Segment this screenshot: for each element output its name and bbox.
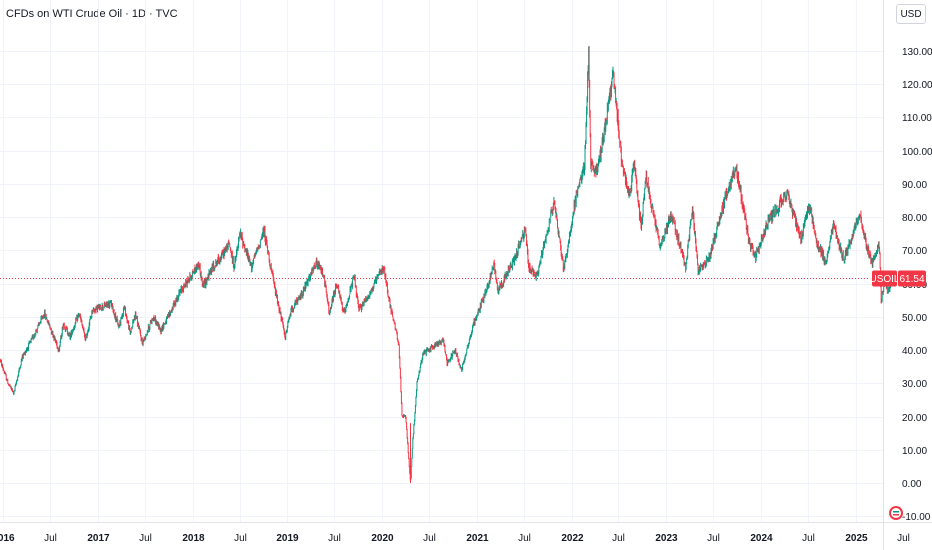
price-axis-tick: 120.00: [902, 80, 932, 91]
price-axis-tick: 20.00: [902, 413, 927, 424]
time-axis-tick: 2017: [87, 533, 110, 544]
time-axis-tick: Jul: [612, 533, 625, 544]
time-axis-tick: Jul: [139, 533, 152, 544]
time-axis-tick: 2018: [182, 533, 205, 544]
currency-button[interactable]: USD: [896, 4, 926, 24]
price-axis-tick: 0.00: [902, 479, 922, 490]
time-axis-tick: Jul: [234, 533, 247, 544]
price-axis-tick: 30.00: [902, 379, 927, 390]
price-axis-tick: 50.00: [902, 313, 927, 324]
time-axis[interactable]: 2016 Jul 2017 Jul 2018 Jul 2019 Jul 2020 Jul 2021 J…: [0, 533, 910, 544]
time-axis-tick: 2020: [371, 533, 394, 544]
price-axis-tick: 80.00: [902, 213, 927, 224]
price-axis-tick: 10.00: [902, 446, 927, 457]
time-axis-tick: 2025: [845, 533, 868, 544]
price-axis[interactable]: -10.000.0010.0020.0030.0040.0050.0060.00…: [902, 47, 932, 523]
price-axis-tick: 100.00: [902, 147, 932, 158]
price-axis-tick: 90.00: [902, 180, 927, 191]
symbol-tag-bg: [872, 270, 897, 287]
price-axis-tick: -10.00: [902, 512, 931, 523]
price-axis-tick: 130.00: [902, 47, 932, 58]
chart-title: CFDs on WTI Crude Oil · 1D · TVC: [6, 8, 178, 20]
time-axis-tick: Jul: [423, 533, 436, 544]
price-tag-value: 61.54: [899, 274, 924, 285]
price-axis-tick: 40.00: [902, 346, 927, 357]
last-price-tag: USOIL 61.54: [869, 270, 926, 287]
time-axis-tick: 2016: [0, 533, 15, 544]
time-axis-tick: 2021: [466, 533, 489, 544]
time-axis-tick: 2019: [276, 533, 299, 544]
symbol-tag-label: USOIL: [869, 274, 899, 285]
candles: [0, 46, 893, 483]
price-tag-bg: [898, 270, 926, 287]
time-axis-tick: 2024: [750, 533, 773, 544]
time-axis-tick: Jul: [897, 533, 910, 544]
price-axis-tick: 70.00: [902, 246, 927, 257]
tradingview-logo-icon[interactable]: [889, 506, 903, 520]
price-axis-tick: 110.00: [902, 113, 932, 124]
time-axis-tick: Jul: [802, 533, 815, 544]
time-axis-tick: 2023: [655, 533, 678, 544]
time-axis-tick: 2022: [561, 533, 584, 544]
grid: [0, 0, 883, 522]
time-axis-tick: Jul: [328, 533, 341, 544]
time-axis-tick: Jul: [707, 533, 720, 544]
time-axis-tick: Jul: [44, 533, 57, 544]
time-axis-tick: Jul: [518, 533, 531, 544]
